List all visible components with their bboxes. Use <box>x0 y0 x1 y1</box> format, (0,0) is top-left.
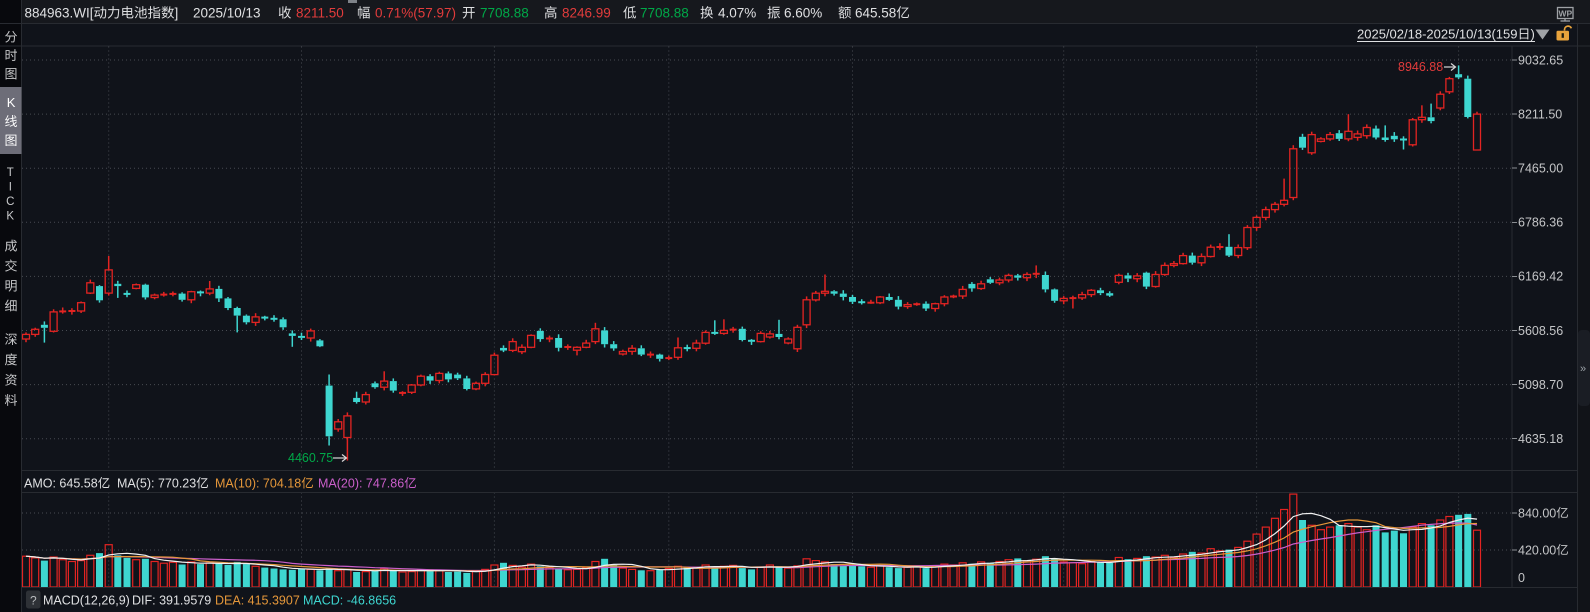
svg-text:9032.65: 9032.65 <box>1518 53 1563 67</box>
svg-text:645.58: 645.58 <box>855 6 896 21</box>
svg-text:I: I <box>9 182 12 194</box>
svg-text:8211.50: 8211.50 <box>1518 107 1562 121</box>
svg-text:7708.88: 7708.88 <box>480 6 529 21</box>
svg-text:?: ? <box>30 594 37 608</box>
svg-text:840.00: 840.00 <box>1518 506 1556 520</box>
svg-text:6.60%: 6.60% <box>784 6 822 21</box>
svg-text:420.00: 420.00 <box>1518 543 1556 557</box>
svg-text:4460.75: 4460.75 <box>288 451 333 465</box>
svg-text:6786.36: 6786.36 <box>1518 216 1563 230</box>
svg-text:7465.00: 7465.00 <box>1518 162 1563 176</box>
svg-text:5608.56: 5608.56 <box>1518 324 1563 338</box>
svg-text:8946.88: 8946.88 <box>1398 60 1443 74</box>
svg-text:MA(5): 770.23: MA(5): 770.23 <box>117 477 196 491</box>
svg-text:0.71%(57.97): 0.71%(57.97) <box>375 6 456 21</box>
svg-text:]: ] <box>175 6 179 21</box>
svg-text:6169.42: 6169.42 <box>1518 270 1563 284</box>
svg-text:K: K <box>7 95 16 110</box>
svg-text:8246.99: 8246.99 <box>562 6 611 21</box>
svg-text:2025/02/18-2025/10/13(159: 2025/02/18-2025/10/13(159 <box>1357 27 1517 42</box>
svg-text:MA(10): 704.18: MA(10): 704.18 <box>215 477 301 491</box>
svg-text:MACD(12,26,9): MACD(12,26,9) <box>43 594 130 608</box>
svg-text:MA(20): 747.86: MA(20): 747.86 <box>318 477 404 491</box>
svg-text:2025/10/13: 2025/10/13 <box>193 6 261 21</box>
svg-text:C: C <box>6 196 14 208</box>
svg-text:WP: WP <box>1558 8 1572 18</box>
svg-text:DIF: 391.9579: DIF: 391.9579 <box>132 594 211 608</box>
svg-text:884963.WI[: 884963.WI[ <box>25 6 94 21</box>
svg-text:): ) <box>1531 27 1535 42</box>
svg-text:5098.70: 5098.70 <box>1518 378 1563 392</box>
svg-text:DEA: 415.3907: DEA: 415.3907 <box>215 594 300 608</box>
svg-text:4.07%: 4.07% <box>718 6 756 21</box>
svg-text:8211.50: 8211.50 <box>296 6 344 21</box>
svg-text:MACD: -46.8656: MACD: -46.8656 <box>303 594 396 608</box>
svg-text:K: K <box>6 211 14 223</box>
svg-text:AMO: 645.58: AMO: 645.58 <box>24 477 98 491</box>
svg-text:7708.88: 7708.88 <box>640 6 689 21</box>
svg-text:0: 0 <box>1518 571 1525 585</box>
svg-text:T: T <box>7 167 14 179</box>
svg-text:4635.18: 4635.18 <box>1518 432 1563 446</box>
svg-text:»: » <box>1580 363 1586 375</box>
